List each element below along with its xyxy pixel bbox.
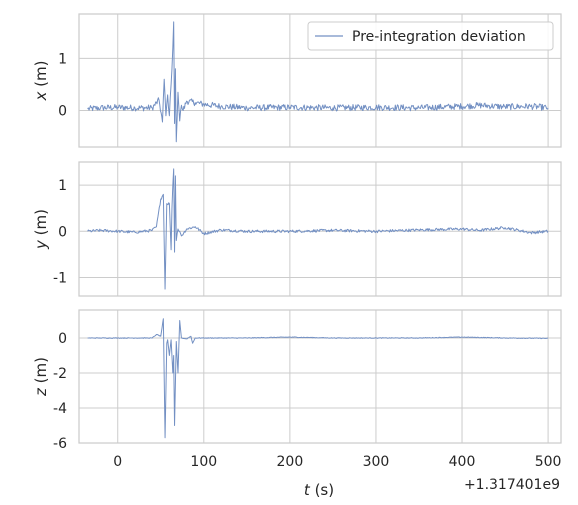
panel-2: -1 0 1 y (m) [32,161,562,297]
y-axis-title: y (m) [32,209,50,250]
panel-frame [78,309,562,444]
y-tick-label: -2 [53,366,67,382]
legend-box [307,21,554,51]
x-axis-title: t (s) [304,481,334,499]
panel-frame [78,13,562,148]
panel-3: -6 -4 -2 0 z (m) 0 100 200 300 400 500 [32,309,562,470]
y-tick-label: -6 [53,436,67,452]
y-axis-title: x (m) [32,61,50,102]
x-offset-label: +1.317401e9 [464,477,560,493]
x-tick-label: 100 [190,454,217,470]
series-line [87,21,549,143]
y-tick-label: -1 [53,271,67,287]
legend: Pre-integration deviation [307,21,554,51]
y-tick-label: -4 [53,401,67,417]
y-tick-label: 0 [58,103,67,119]
x-tick-label: 500 [535,454,562,470]
panel-1: 0 1 x (m) Pre-integration deviation [32,13,562,148]
x-tick-label: 400 [449,454,476,470]
series-line [87,318,549,439]
panels: 0 1 x (m) Pre-integration deviation -1 0 1 y (m… [32,13,562,470]
x-tick-label: 200 [277,454,304,470]
y-tick-label: 1 [58,178,67,194]
y-tick-label: 1 [58,51,67,67]
y-tick-label: 0 [58,224,67,240]
x-tick-label: 300 [363,454,390,470]
series-line [87,168,549,290]
panel-frame [78,161,562,297]
y-axis-title: z (m) [32,357,50,397]
y-tick-label: 0 [58,331,67,347]
legend-label: Pre-integration deviation [352,29,526,45]
x-tick-label: 0 [113,454,122,470]
